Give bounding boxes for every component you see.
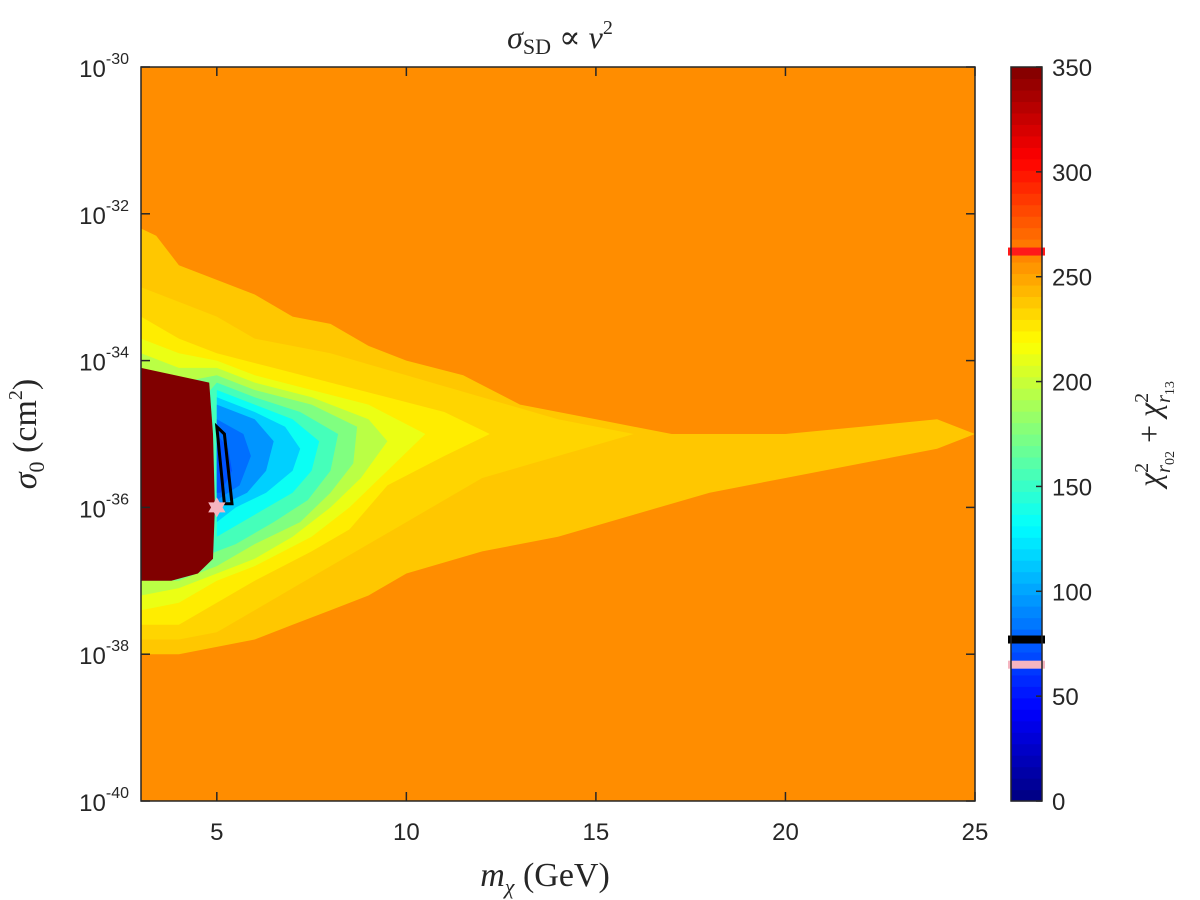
best-fit-point — [208, 502, 226, 518]
y-tick-label: 10-40 — [79, 785, 129, 817]
x-axis: 5 10 15 20 25 — [210, 67, 988, 846]
contour-regions — [141, 228, 975, 655]
y-axis: 10-30 10-32 10-34 10-36 10-38 10-40 — [79, 51, 975, 817]
colorbar-step — [1011, 445, 1042, 458]
colorbar-step — [1011, 353, 1042, 366]
colorbar-step — [1011, 479, 1042, 492]
colorbar-tick-label: 150 — [1052, 474, 1092, 501]
colorbar-step — [1011, 571, 1042, 584]
x-tick-label: 10 — [393, 819, 420, 846]
best-fit-contour — [214, 422, 234, 506]
colorbar-step — [1011, 342, 1042, 355]
colorbar-step — [1011, 720, 1042, 733]
colorbar-step — [1011, 307, 1042, 320]
colorbar-step — [1011, 697, 1042, 710]
colorbar-step — [1011, 537, 1042, 550]
colorbar-step — [1011, 101, 1042, 114]
colorbar-step — [1011, 330, 1042, 343]
colorbar-tick-label: 300 — [1052, 160, 1092, 187]
colorbar-step — [1011, 89, 1042, 103]
colorbar-step — [1011, 468, 1042, 481]
colorbar-step — [1011, 67, 1042, 80]
colorbar-step — [1011, 296, 1042, 309]
y-tick-label: 10-30 — [79, 51, 129, 83]
colorbar-step — [1011, 216, 1042, 229]
colorbar-marker — [1008, 660, 1045, 669]
colorbar-tick-label: 0 — [1052, 789, 1065, 816]
x-tick-label: 25 — [962, 819, 989, 846]
colorbar-step — [1011, 560, 1042, 573]
colorbar-step — [1011, 78, 1042, 91]
colorbar-step — [1011, 273, 1042, 286]
colorbar-step — [1011, 686, 1042, 699]
colorbar-label: χ2r02 + χ2r13 — [1131, 381, 1178, 490]
colorbar-step — [1011, 112, 1042, 125]
colorbar-step — [1011, 789, 1042, 802]
colorbar-tick-label: 350 — [1052, 55, 1092, 82]
plot-frame — [140, 66, 976, 802]
colorbar-step — [1011, 204, 1042, 217]
contour-region — [141, 367, 215, 581]
colorbar-step — [1011, 158, 1042, 171]
colorbar-step — [1011, 594, 1042, 607]
colorbar-step — [1011, 284, 1042, 297]
colorbar-step — [1011, 548, 1042, 561]
colorbar-step — [1011, 674, 1042, 687]
x-tick-label: 20 — [772, 819, 799, 846]
best-fit-overlay — [208, 422, 234, 518]
colorbar-step — [1011, 514, 1042, 527]
colorbar-step — [1011, 365, 1042, 378]
colorbar — [1008, 67, 1045, 802]
colorbar-step — [1011, 422, 1042, 435]
x-tick-label: 5 — [210, 819, 223, 846]
colorbar-step — [1011, 193, 1042, 206]
colorbar-tick-label: 250 — [1052, 265, 1092, 292]
colorbar-step — [1011, 434, 1042, 447]
colorbar-step — [1011, 755, 1042, 768]
colorbar-marker — [1008, 247, 1045, 256]
colorbar-marker — [1008, 635, 1045, 644]
y-axis-label: σ0 (cm2) — [5, 379, 49, 489]
colorbar-step — [1011, 583, 1042, 596]
colorbar-tick-label: 100 — [1052, 579, 1092, 606]
x-axis-label: mχ (GeV) — [480, 857, 610, 899]
colorbar-step — [1011, 617, 1042, 630]
y-tick-label: 10-32 — [79, 198, 129, 230]
colorbar-step — [1011, 147, 1042, 160]
colorbar-step — [1011, 606, 1042, 619]
y-tick-label: 10-36 — [79, 491, 129, 523]
y-tick-label: 10-34 — [79, 345, 129, 377]
colorbar-step — [1011, 743, 1042, 756]
colorbar-step — [1011, 227, 1042, 240]
colorbar-step — [1011, 181, 1042, 194]
colorbar-step — [1011, 491, 1042, 504]
colorbar-step — [1011, 732, 1042, 745]
colorbar-step — [1011, 376, 1042, 389]
colorbar-ticks: 0 50 100 150 200 250 300 350 — [1036, 55, 1092, 816]
colorbar-step — [1011, 399, 1042, 412]
colorbar-step — [1011, 135, 1042, 148]
colorbar-step — [1011, 388, 1042, 401]
colorbar-step — [1011, 456, 1042, 470]
colorbar-step — [1011, 766, 1042, 779]
chart-title: σSD ∝ v2 — [507, 17, 613, 59]
colorbar-tick-label: 50 — [1052, 684, 1079, 711]
colorbar-step — [1011, 170, 1042, 183]
colorbar-frame — [1010, 66, 1043, 802]
colorbar-step — [1011, 502, 1042, 515]
colorbar-step — [1011, 124, 1042, 137]
colorbar-step — [1011, 411, 1042, 424]
x-tick-label: 15 — [583, 819, 610, 846]
colorbar-step — [1011, 778, 1042, 791]
colorbar-step — [1011, 525, 1042, 538]
colorbar-step — [1011, 319, 1042, 332]
colorbar-step — [1011, 261, 1042, 275]
colorbar-tick-label: 200 — [1052, 370, 1092, 397]
colorbar-step — [1011, 709, 1042, 722]
y-tick-label: 10-38 — [79, 638, 129, 670]
